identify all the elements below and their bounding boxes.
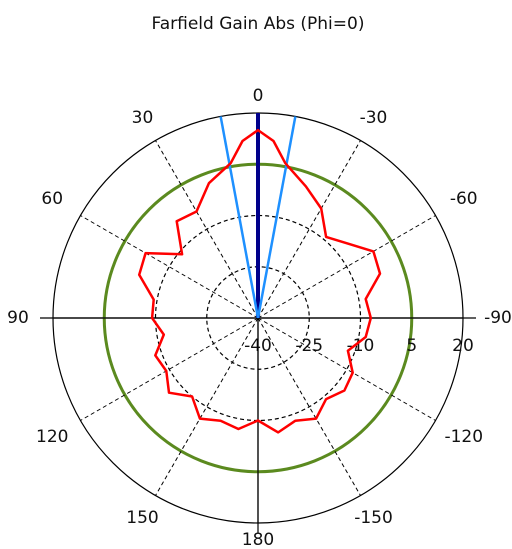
polar-chart: Farfield Gain Abs (Phi=0) -40-25-1052003… <box>0 0 512 545</box>
theta-tick-label: -30 <box>360 108 388 128</box>
chart-title: Farfield Gain Abs (Phi=0) <box>152 14 365 34</box>
theta-tick-label: -120 <box>444 427 483 447</box>
spoke <box>156 318 259 496</box>
theta-tick-label: 0 <box>253 86 264 106</box>
spoke <box>258 318 436 421</box>
r-tick-label: 20 <box>452 336 474 356</box>
theta-tick-label: 30 <box>132 108 154 128</box>
theta-tick-label: 90 <box>7 308 29 328</box>
theta-tick-label: -90 <box>484 308 512 328</box>
spoke <box>80 216 258 319</box>
theta-tick-label: 60 <box>41 189 63 209</box>
theta-tick-label: -60 <box>450 189 478 209</box>
theta-tick-label: -150 <box>354 508 393 528</box>
r-tick-label: -10 <box>347 336 375 356</box>
theta-tick-label: 150 <box>126 508 158 528</box>
r-tick-label: 5 <box>406 336 417 356</box>
theta-tick-label: 180 <box>242 530 274 545</box>
spoke <box>80 318 258 421</box>
theta-tick-label: 120 <box>36 427 68 447</box>
